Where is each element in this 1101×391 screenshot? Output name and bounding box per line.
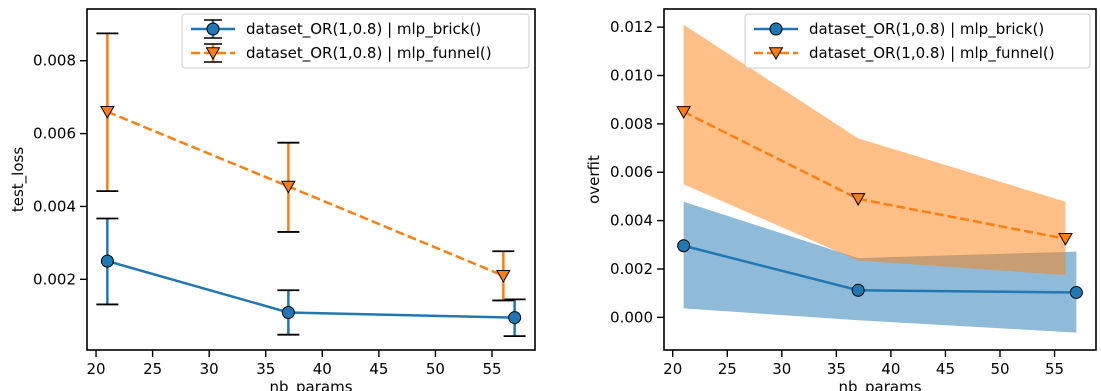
data-point: [1058, 233, 1073, 246]
x-tick-label: 20: [663, 360, 682, 378]
x-tick-label: 55: [1045, 360, 1064, 378]
y-tick-label: 0.004: [610, 212, 653, 230]
x-tick-label: 45: [936, 360, 955, 378]
y-tick-label: 0.006: [33, 125, 76, 143]
x-tick-label: 50: [426, 360, 445, 378]
confidence-band-1: [683, 24, 1066, 276]
y-tick-label: 0.008: [610, 115, 653, 133]
axes-frame: [663, 8, 1097, 351]
y-tick-label: 0.010: [610, 67, 653, 85]
legend-marker: [769, 22, 783, 36]
y-tick-label: 0.004: [33, 197, 76, 215]
y-tick-label: 0.002: [610, 260, 653, 278]
y-axis-label: overfit: [585, 155, 603, 204]
overfit-panel: 20 25 30 35 40 45 50 55 0.000 0.002 0.004 0.006 0.00…: [585, 8, 1097, 391]
y-axis-label: test_loss: [9, 147, 28, 212]
x-tick-label: 30: [200, 360, 219, 378]
x-tick-label: 35: [256, 360, 275, 378]
data-point: [100, 106, 115, 119]
x-tick-label: 25: [718, 360, 737, 378]
data-point: [495, 269, 511, 283]
data-point: [100, 254, 114, 268]
legend-box: [181, 13, 530, 69]
x-tick-label: 40: [881, 360, 900, 378]
x-tick-label: 50: [990, 360, 1009, 378]
series-line-0: [107, 259, 515, 319]
legend-box: [744, 13, 1091, 69]
x-tick-label: 35: [827, 360, 846, 378]
y-tick-label: 0.000: [610, 308, 653, 326]
data-point: [281, 180, 296, 194]
legend-label: dataset_OR(1,0.8) | mlp_funnel(): [246, 44, 492, 63]
x-axis-label: nb_params: [269, 378, 352, 391]
data-point: [676, 106, 691, 119]
x-tick-label: 30: [772, 360, 791, 378]
legend-label: dataset_OR(1,0.8) | mlp_funnel(): [809, 44, 1055, 63]
legend-label: dataset_OR(1,0.8) | mlp_brick(): [809, 20, 1044, 39]
legend: dataset_OR(1,0.8) | mlp_brick() dataset_O…: [744, 13, 1091, 69]
legend-marker: [206, 22, 220, 36]
x-tick-label: 20: [87, 360, 106, 378]
confidence-band-0: [683, 201, 1077, 333]
x-tick-label: 40: [313, 360, 332, 378]
y-tick-label: 0.002: [33, 270, 76, 288]
test-loss-panel: 20 25 30 35 40 45 50 55 0.002 0.004 0.006 0.008 nb_p…: [9, 8, 536, 391]
y-tick-label: 0.006: [610, 163, 653, 181]
x-axis-label: nb_params: [838, 378, 921, 391]
legend-label: dataset_OR(1,0.8) | mlp_brick(): [246, 20, 481, 39]
x-tick-label: 45: [369, 360, 388, 378]
series-line-1: [106, 110, 504, 277]
legend: dataset_OR(1,0.8) | mlp_brick() dataset_O…: [181, 13, 530, 69]
legend-marker: [768, 47, 784, 61]
data-point: [850, 193, 866, 207]
legend-marker: [205, 47, 221, 61]
x-tick-label: 25: [143, 360, 162, 378]
data-point: [508, 311, 522, 325]
data-point: [851, 283, 865, 297]
data-point: [1069, 285, 1083, 299]
x-tick-label: 55: [482, 360, 501, 378]
y-tick-label: 0.008: [33, 52, 76, 70]
data-point: [677, 239, 691, 253]
y-tick-label: 0.012: [610, 18, 653, 36]
data-point: [281, 305, 295, 319]
axes-frame: [86, 8, 536, 351]
